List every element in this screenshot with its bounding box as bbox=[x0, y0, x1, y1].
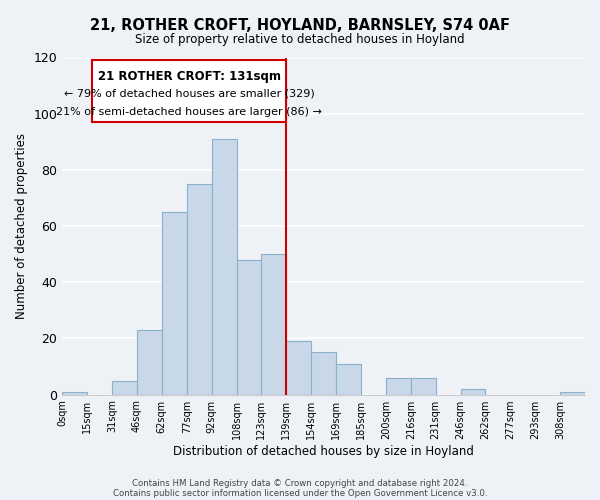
Bar bbox=[187, 184, 212, 394]
X-axis label: Distribution of detached houses by size in Hoyland: Distribution of detached houses by size … bbox=[173, 444, 474, 458]
Bar bbox=[461, 389, 485, 394]
Bar bbox=[386, 378, 411, 394]
Bar bbox=[336, 364, 361, 394]
Bar bbox=[236, 260, 262, 394]
Bar bbox=[112, 380, 137, 394]
Text: Size of property relative to detached houses in Hoyland: Size of property relative to detached ho… bbox=[135, 32, 465, 46]
Bar bbox=[62, 392, 87, 394]
Bar bbox=[411, 378, 436, 394]
Y-axis label: Number of detached properties: Number of detached properties bbox=[15, 133, 28, 319]
Text: 21, ROTHER CROFT, HOYLAND, BARNSLEY, S74 0AF: 21, ROTHER CROFT, HOYLAND, BARNSLEY, S74… bbox=[90, 18, 510, 32]
Bar bbox=[560, 392, 585, 394]
Text: 21% of semi-detached houses are larger (86) →: 21% of semi-detached houses are larger (… bbox=[56, 106, 322, 117]
Bar bbox=[162, 212, 187, 394]
Bar bbox=[212, 139, 236, 394]
Text: Contains public sector information licensed under the Open Government Licence v3: Contains public sector information licen… bbox=[113, 488, 487, 498]
Text: 21 ROTHER CROFT: 131sqm: 21 ROTHER CROFT: 131sqm bbox=[98, 70, 281, 83]
Bar bbox=[286, 341, 311, 394]
Text: Contains HM Land Registry data © Crown copyright and database right 2024.: Contains HM Land Registry data © Crown c… bbox=[132, 478, 468, 488]
Bar bbox=[311, 352, 336, 395]
Text: ← 79% of detached houses are smaller (329): ← 79% of detached houses are smaller (32… bbox=[64, 88, 314, 99]
Bar bbox=[137, 330, 162, 394]
FancyBboxPatch shape bbox=[92, 60, 286, 122]
Bar bbox=[262, 254, 286, 394]
